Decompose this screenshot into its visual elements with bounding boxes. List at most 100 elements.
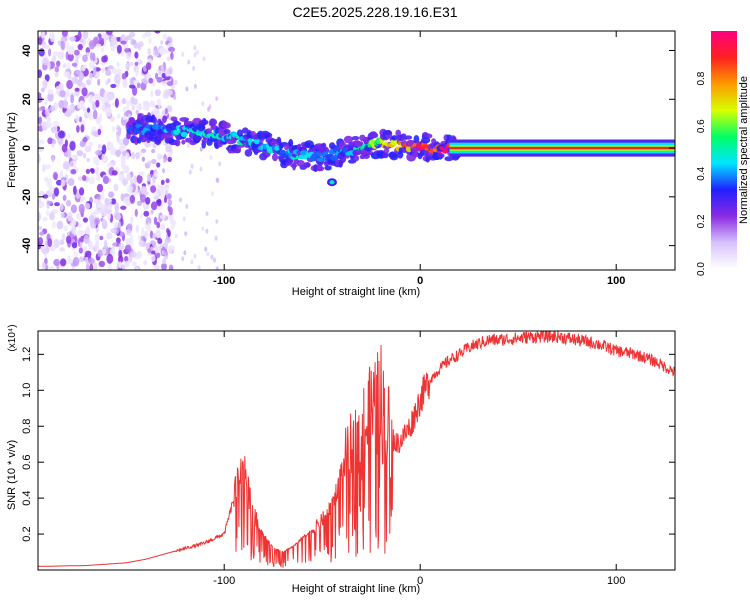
- noise-cell: [162, 258, 167, 265]
- noise-cell: [92, 109, 98, 120]
- noise-cell: [67, 133, 71, 139]
- noise-cell: [46, 116, 52, 122]
- noise-cell: [71, 76, 79, 85]
- noise-cell: [161, 263, 167, 270]
- noise-cell: [99, 235, 104, 241]
- noise-cell: [190, 163, 194, 169]
- colorbar-tick-label: 0.8: [696, 71, 707, 85]
- noise-cell: [38, 69, 42, 78]
- ridge-halo: [193, 134, 202, 142]
- noise-cell: [144, 31, 152, 37]
- ridge-halo: [197, 123, 206, 132]
- noise-cell: [67, 255, 71, 265]
- noise-cell: [131, 151, 136, 160]
- noise-cell: [45, 121, 52, 129]
- noise-cell: [165, 146, 172, 153]
- noise-cell: [149, 101, 156, 108]
- noise-cell: [156, 76, 163, 83]
- noise-cell: [114, 98, 119, 108]
- noise-cell: [109, 146, 117, 156]
- noise-cell: [105, 107, 112, 117]
- noise-cell: [146, 173, 152, 182]
- ridge-halo: [303, 162, 311, 168]
- noise-cell: [211, 191, 214, 197]
- noise-cell: [186, 143, 190, 149]
- noise-cell: [157, 154, 164, 159]
- noise-cell: [94, 233, 100, 243]
- noise-cell: [150, 255, 156, 262]
- noise-cell: [110, 228, 117, 234]
- noise-cell: [148, 77, 154, 84]
- noise-cell: [79, 241, 83, 248]
- ridge-halo: [437, 153, 445, 159]
- noise-cell: [108, 141, 114, 149]
- noise-cell: [78, 247, 83, 254]
- noise-cell: [136, 174, 143, 184]
- noise-cell: [184, 231, 188, 237]
- noise-cell: [114, 73, 121, 84]
- noise-cell: [181, 51, 185, 57]
- noise-cell: [207, 106, 211, 112]
- noise-cell: [85, 263, 90, 270]
- noise-cell: [92, 130, 99, 137]
- ridge-cell: [316, 157, 325, 162]
- noise-cell: [108, 93, 114, 100]
- noise-cell: [216, 178, 220, 183]
- noise-cell: [72, 256, 80, 267]
- noise-cell: [155, 187, 159, 198]
- noise-cell: [105, 103, 112, 109]
- noise-cell: [192, 66, 196, 71]
- noise-cell: [116, 213, 121, 221]
- noise-cell: [160, 223, 165, 231]
- noise-cell: [38, 211, 41, 222]
- noise-cell: [120, 205, 127, 210]
- noise-cell: [114, 202, 120, 212]
- noise-cell: [60, 212, 65, 218]
- noise-cell: [160, 40, 164, 45]
- noise-cell: [73, 251, 79, 257]
- noise-cell: [106, 232, 113, 240]
- noise-cell: [214, 235, 218, 241]
- noise-cell: [97, 249, 103, 258]
- noise-cell: [47, 89, 54, 95]
- noise-cell: [111, 170, 118, 176]
- noise-cell: [86, 157, 90, 163]
- ridge-halo: [444, 156, 454, 162]
- noise-cell: [159, 214, 166, 220]
- noise-cell: [67, 148, 72, 159]
- noise-cell: [193, 52, 197, 58]
- noise-cell: [120, 40, 127, 45]
- spectrogram-ytick-label: -40: [21, 238, 33, 254]
- noise-cell: [153, 216, 158, 225]
- noise-cell: [132, 98, 139, 105]
- noise-cell: [182, 216, 186, 222]
- noise-cell: [57, 130, 65, 139]
- noise-cell: [154, 245, 159, 254]
- ridge-halo: [382, 130, 392, 136]
- noise-cell: [51, 154, 55, 163]
- noise-cell: [154, 264, 160, 270]
- ridge-halo: [413, 135, 420, 144]
- noise-cell: [215, 219, 219, 224]
- noise-cell: [70, 204, 77, 214]
- noise-cell: [136, 251, 142, 259]
- noise-cell: [150, 90, 154, 98]
- noise-cell: [165, 178, 170, 184]
- snr-axes: -100 0 100 0.2 0.4 0.6 0.8 1.0 1.2: [21, 331, 675, 587]
- noise-cell: [89, 60, 95, 69]
- ridge-cell: [151, 123, 161, 130]
- noise-cell: [130, 178, 134, 186]
- noise-cell: [65, 199, 72, 207]
- noise-cell: [38, 263, 41, 269]
- snr-ytick-label: 0.4: [21, 490, 33, 505]
- noise-cell: [107, 78, 111, 83]
- noise-cell: [185, 204, 189, 209]
- noise-cell: [96, 183, 104, 193]
- ridge-cell: [329, 180, 335, 185]
- noise-cell: [199, 146, 203, 152]
- noise-cell: [187, 59, 191, 65]
- ridge-halo: [389, 153, 399, 161]
- noise-cell: [101, 105, 107, 112]
- noise-cell: [70, 94, 74, 104]
